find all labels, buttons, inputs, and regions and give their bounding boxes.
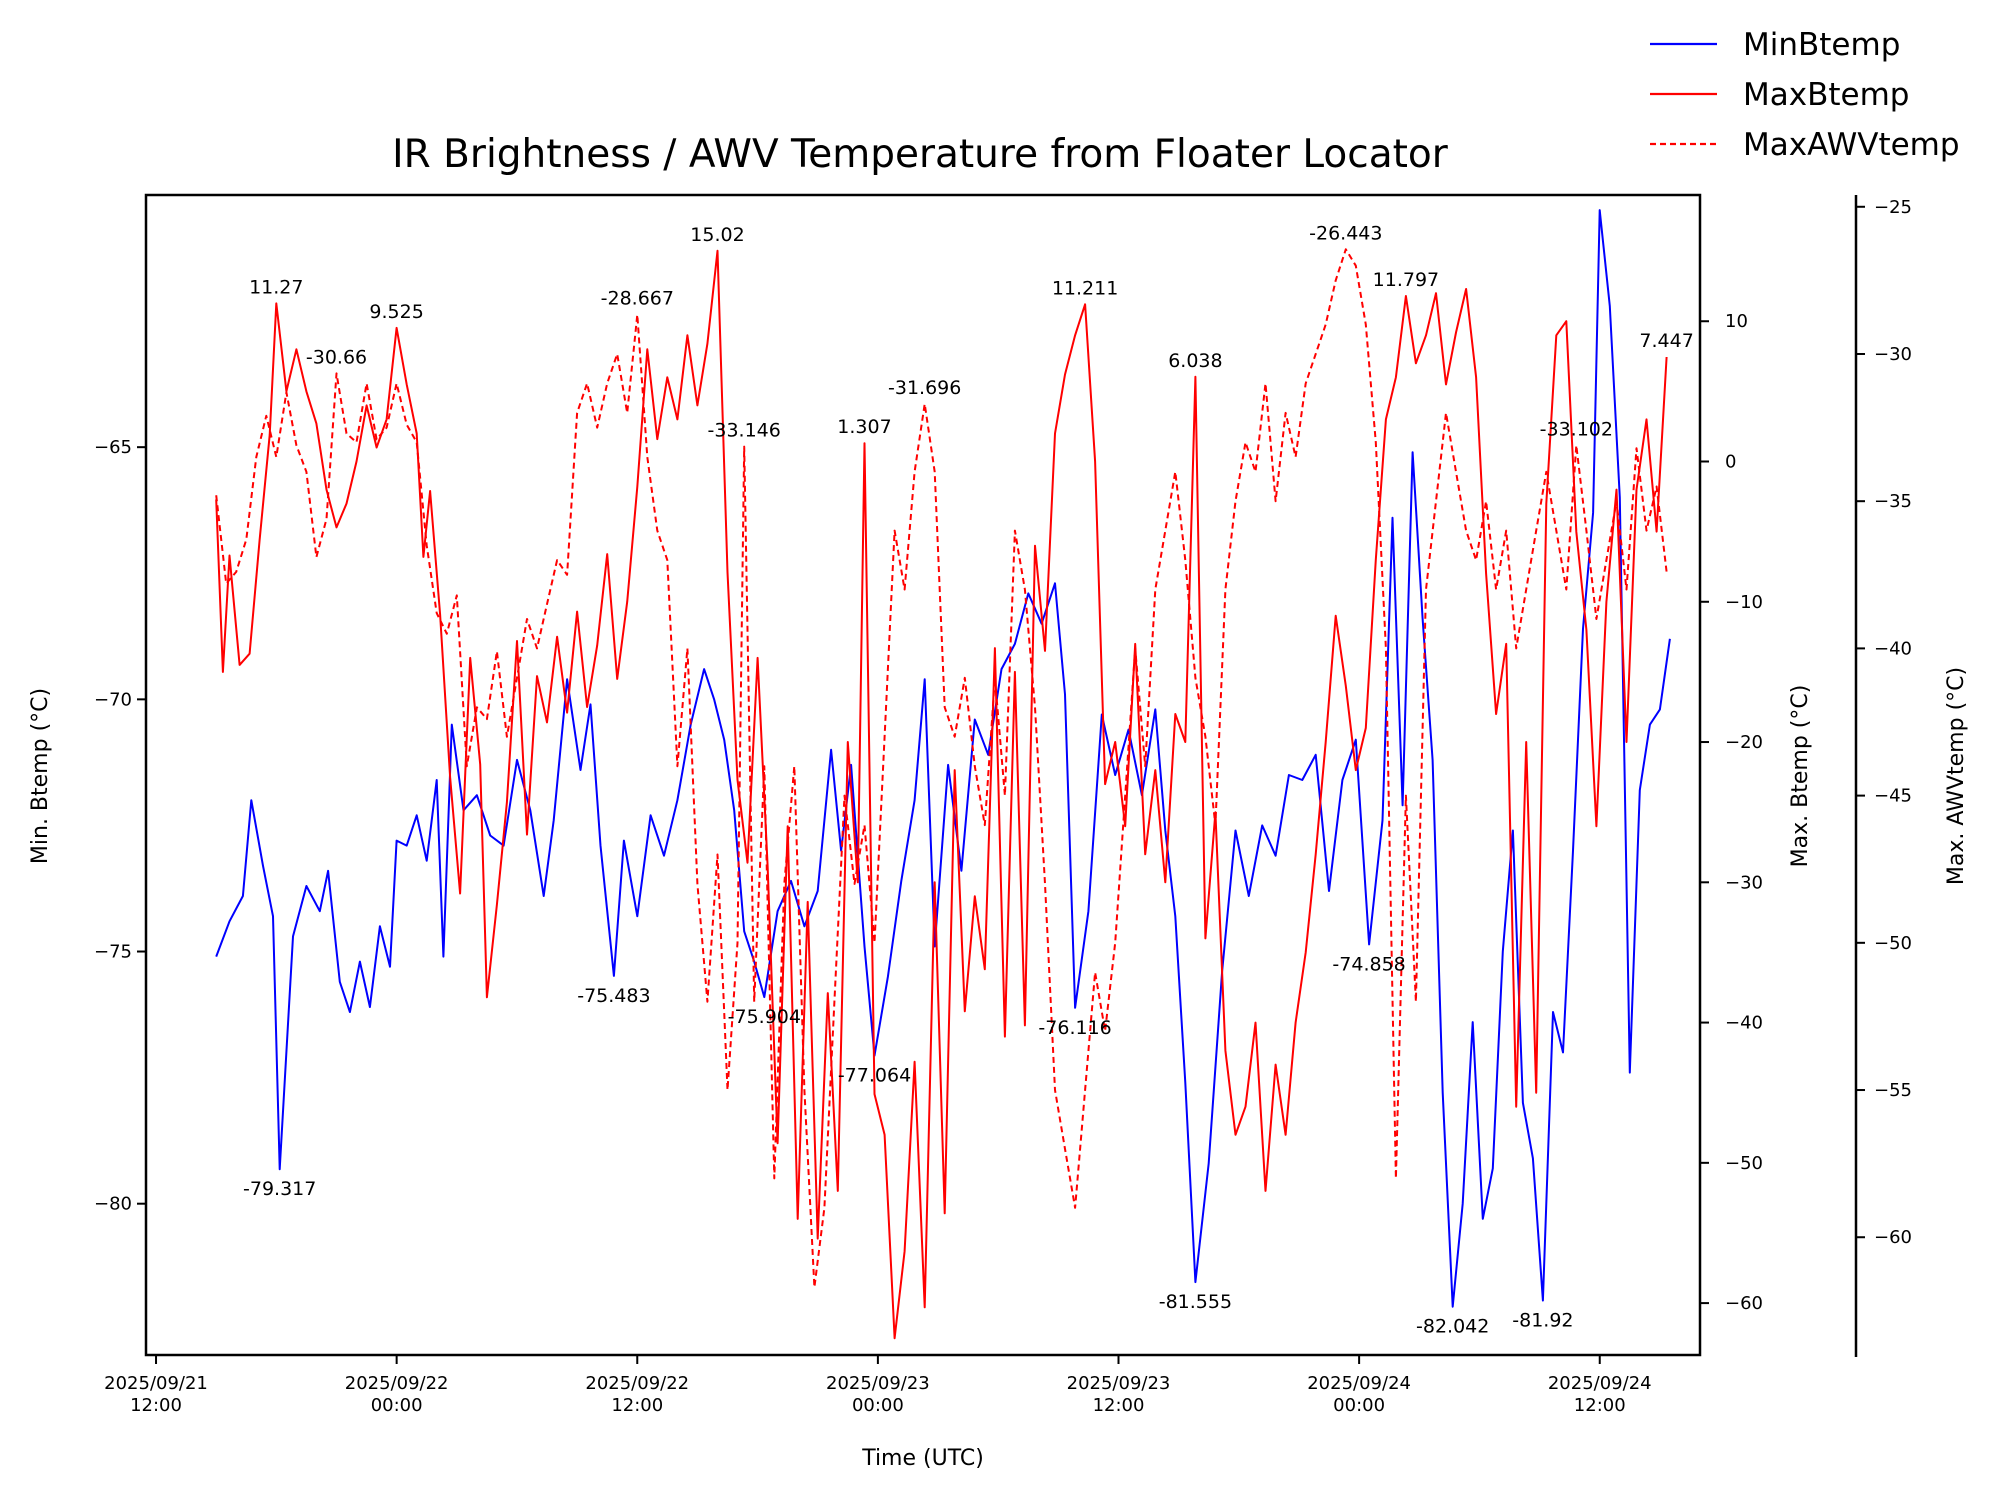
data-label-3: -77.064	[838, 1065, 911, 1087]
data-label-16: 7.447	[1639, 330, 1693, 352]
y-right-tick-label-4: −20	[1725, 732, 1763, 753]
y-left-tick-label-0: −80	[94, 1194, 132, 1215]
x-tick-label-time-5: 00:00	[1333, 1395, 1385, 1416]
y-far-right-tick-label-4: −40	[1874, 638, 1912, 659]
series-line-maxawvtemp	[215, 248, 1668, 1289]
x-tick-label-0: 2025/09/21	[104, 1373, 208, 1394]
y-far-right-tick-label-3: −45	[1874, 786, 1912, 807]
y-right-tick-label-5: −10	[1725, 592, 1763, 613]
data-label-11: 15.02	[690, 224, 744, 246]
x-tick-label-4: 2025/09/23	[1067, 1373, 1171, 1394]
x-axis: 2025/09/2112:002025/09/2200:002025/09/22…	[104, 1355, 1652, 1416]
data-label-0: -79.317	[243, 1178, 316, 1200]
data-label-12: 1.307	[837, 416, 891, 438]
y-left-tick-label-1: −75	[94, 942, 132, 963]
x-axis-label: Time (UTC)	[861, 1446, 984, 1471]
legend-label-maxawvtemp: MaxAWVtemp	[1743, 127, 1960, 163]
y-axis-right-label: Max. Btemp (°C)	[1788, 685, 1813, 868]
x-tick-label-2: 2025/09/22	[585, 1373, 689, 1394]
data-label-13: 11.211	[1052, 277, 1118, 299]
y-left-tick-label-3: −65	[94, 437, 132, 458]
data-label-14: 6.038	[1168, 350, 1222, 372]
data-label-6: -74.858	[1332, 953, 1405, 975]
y-right-tick-label-1: −50	[1725, 1153, 1763, 1174]
data-label-21: -26.443	[1309, 222, 1382, 244]
x-tick-label-6: 2025/09/24	[1548, 1373, 1652, 1394]
x-tick-label-time-4: 12:00	[1093, 1395, 1145, 1416]
annotation-layer: -79.317 -75.483 -75.904 -77.064 -76.116 -81.5…	[243, 222, 1694, 1337]
data-label-20: -31.696	[888, 377, 961, 399]
x-tick-label-time-3: 00:00	[852, 1395, 904, 1416]
x-tick-label-3: 2025/09/23	[826, 1373, 930, 1394]
chart-title: IR Brightness / AWV Temperature from Flo…	[392, 132, 1449, 177]
series-line-maxbtemp	[215, 249, 1668, 1340]
data-label-22: -33.102	[1540, 418, 1613, 440]
y-far-right-tick-label-7: −25	[1874, 197, 1912, 218]
x-tick-label-time-0: 12:00	[130, 1395, 182, 1416]
plot-frame	[144, 193, 1702, 1357]
y-right-tick-label-0: −60	[1725, 1293, 1763, 1314]
y-axis-right: −60 −50 −40 −30 −20 −10 0 10	[1700, 311, 1763, 1314]
data-label-9: 11.27	[249, 276, 303, 298]
data-label-17: -30.66	[306, 346, 367, 368]
y-far-right-tick-label-0: −60	[1874, 1227, 1912, 1248]
y-axis-far-right-label: Max. AWVtemp (°C)	[1944, 667, 1969, 885]
data-label-18: -28.667	[601, 288, 674, 310]
x-tick-label-5: 2025/09/24	[1307, 1373, 1411, 1394]
y-right-tick-label-6: 0	[1725, 452, 1736, 473]
data-label-10: 9.525	[369, 301, 423, 323]
y-left-tick-label-2: −70	[94, 689, 132, 710]
data-label-15: 11.797	[1373, 269, 1439, 291]
data-label-8: -81.92	[1512, 1310, 1573, 1332]
x-tick-label-time-2: 12:00	[611, 1395, 663, 1416]
y-far-right-tick-label-2: −50	[1874, 933, 1912, 954]
legend-label-maxbtemp: MaxBtemp	[1743, 77, 1909, 113]
x-tick-label-1: 2025/09/22	[345, 1373, 449, 1394]
data-label-1: -75.483	[577, 985, 650, 1007]
data-label-7: -82.042	[1416, 1316, 1489, 1338]
legend: MinBtemp MaxBtemp MaxAWVtemp	[1650, 27, 1960, 163]
x-tick-label-time-1: 00:00	[371, 1395, 423, 1416]
y-right-tick-label-2: −40	[1725, 1013, 1763, 1034]
legend-label-minbtemp: MinBtemp	[1743, 27, 1900, 63]
y-far-right-tick-label-5: −35	[1874, 491, 1912, 512]
series-layer	[215, 209, 1671, 1340]
y-axis-left: −80 −75 −70 −65	[94, 437, 146, 1215]
y-far-right-tick-label-6: −30	[1874, 344, 1912, 365]
y-axis-far-right: −60 −55 −50 −45 −40 −35 −30 −25	[1854, 195, 1912, 1357]
y-far-right-tick-label-1: −55	[1874, 1080, 1912, 1101]
data-label-4: -76.116	[1038, 1017, 1111, 1039]
y-axis-left-label: Min. Btemp (°C)	[28, 688, 53, 864]
x-tick-label-time-6: 12:00	[1574, 1395, 1626, 1416]
data-label-19: -33.146	[708, 420, 781, 442]
y-right-tick-label-3: −30	[1725, 872, 1763, 893]
data-label-5: -81.555	[1159, 1291, 1232, 1313]
data-label-2: -75.904	[728, 1006, 801, 1028]
y-right-tick-label-7: 10	[1725, 311, 1748, 332]
series-line-minbtemp	[215, 209, 1671, 1308]
